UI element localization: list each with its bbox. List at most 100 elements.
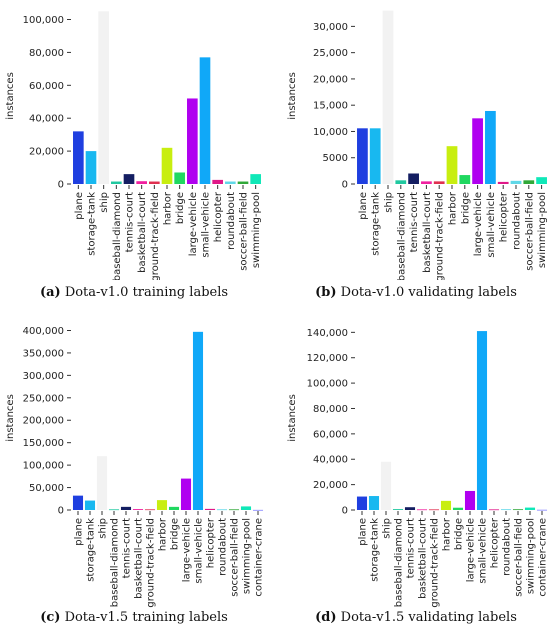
bar-bridge (452, 507, 464, 510)
bar-tennis-court (408, 173, 419, 184)
x-tick-label-basketball-court: basketball-court (137, 192, 148, 273)
y-tick-label: 40,000 (29, 114, 64, 125)
bar-basketball-court (132, 509, 144, 510)
x-tick-label-helicopter: helicopter (206, 517, 217, 568)
x-tick-label-roundabout: roundabout (512, 192, 523, 250)
x-tick-label-large-vehicle: large-vehicle (188, 192, 199, 256)
y-tick-label: 25,000 (313, 48, 348, 59)
bar-plane (357, 128, 368, 184)
x-tick-label-tennis-court: tennis-court (409, 192, 420, 252)
y-tick-label: 15,000 (313, 101, 348, 112)
bar-large-vehicle (464, 490, 476, 510)
bar-roundabout (500, 509, 512, 511)
x-tick-label-ground-track-field: ground-track-field (435, 192, 446, 280)
bar-ground-track-field (149, 181, 160, 184)
x-tick-label-plane: plane (74, 518, 85, 546)
bar-soccer-ball-field (512, 509, 524, 511)
bar-plane (356, 496, 368, 510)
bar-tennis-court (123, 174, 135, 184)
bar-ground-track-field (144, 509, 156, 511)
x-tick-label-bridge: bridge (460, 192, 471, 224)
y-tick-label: 60,000 (29, 81, 64, 92)
x-tick-label-harbor: harbor (158, 517, 169, 551)
bar-bridge (174, 172, 185, 184)
bar-basketball-court (136, 181, 147, 184)
caption-b-text: Dota-v1.0 validating labels (340, 285, 517, 300)
x-tick-label-ship: ship (382, 518, 393, 539)
x-tick-label-helicopter: helicopter (213, 191, 224, 242)
y-tick-label: 20,000 (313, 480, 348, 491)
caption-a-text: Dota-v1.0 training labels (64, 285, 229, 300)
caption-c-letter: (c) (40, 610, 61, 625)
chart-a: instances 0 20,000 40,000 60,000 80,000 100,00… (5, 11, 262, 282)
bar-large-vehicle (472, 118, 483, 184)
caption-d: (d) Dota-v1.5 validating labels (282, 610, 550, 625)
chart-c: instances 0 50,000 100,000 150,000 200,000 250… (5, 326, 265, 608)
x-tick-label-baseball-diamond: baseball-diamond (396, 192, 407, 280)
x-tick-label-small-vehicle: small-vehicle (194, 518, 205, 584)
y-tick-label: 5000 (323, 153, 348, 164)
x-tick-label-storage-tank: storage-tank (371, 192, 382, 256)
y-tick-label: 350,000 (23, 348, 64, 359)
x-tick-label-roundabout: roundabout (502, 518, 513, 576)
x-tick-label-large-vehicle: large-vehicle (466, 518, 477, 582)
bar-ship (382, 10, 394, 185)
y-axis-label: instances (5, 394, 16, 442)
y-tick-label: 0 (58, 506, 64, 517)
bar-bridge (168, 506, 180, 510)
y-tick-label: 0 (58, 180, 64, 191)
x-tick-label-roundabout: roundabout (218, 518, 229, 576)
x-tick-label-storage-tank: storage-tank (370, 518, 381, 582)
y-axis-label: instances (287, 72, 298, 120)
bar-helicopter (488, 509, 500, 511)
x-tick-label-plane: plane (74, 192, 85, 220)
x-tick-label-large-vehicle: large-vehicle (473, 192, 484, 256)
caption-a: (a) Dota-v1.0 training labels (0, 285, 268, 300)
x-tick-label-tennis-court: tennis-court (406, 518, 417, 578)
panel-d: instances 0 20,000 40,000 60,000 80,000 100,00… (282, 318, 550, 612)
y-tick-label: 20,000 (313, 74, 348, 85)
x-tick-label-soccer-ball-field: soccer-ball-field (230, 518, 241, 597)
x-tick-label-plane: plane (358, 192, 369, 220)
caption-b: (b) Dota-v1.0 validating labels (282, 285, 550, 300)
bar-container-crane (252, 509, 264, 511)
x-tick-label-container-crane: container-crane (254, 518, 265, 597)
bar-swimming-pool (524, 507, 536, 510)
caption-d-text: Dota-v1.5 validating labels (340, 610, 517, 625)
bar-harbor (156, 500, 168, 510)
chart-b: instances 0 5000 10,000 15,000 20,000 25,000 30… (287, 10, 548, 282)
bar-plane (73, 131, 84, 184)
x-tick-label-ship: ship (384, 192, 395, 213)
y-tick-label: 40,000 (313, 455, 348, 466)
y-tick-label: 0 (342, 180, 348, 191)
caption-c: (c) Dota-v1.5 training labels (0, 610, 268, 625)
bar-plane (72, 495, 84, 510)
y-tick-label: 0 (342, 506, 348, 517)
bar-small-vehicle (192, 331, 204, 510)
bar-helicopter (204, 508, 216, 510)
bar-baseball-diamond (108, 509, 120, 511)
x-tick-label-swimming-pool: swimming-pool (242, 518, 253, 594)
x-tick-label-soccer-ball-field: soccer-ball-field (514, 518, 525, 597)
y-tick-label: 30,000 (313, 22, 348, 33)
bar-soccer-ball-field (237, 181, 249, 184)
bar-storage-tank (368, 496, 380, 510)
x-tick-label-storage-tank: storage-tank (87, 192, 98, 256)
chart-d: instances 0 20,000 40,000 60,000 80,000 100,00… (287, 328, 549, 608)
x-tick-label-swimming-pool: swimming-pool (251, 192, 262, 268)
x-tick-label-tennis-court: tennis-court (125, 192, 136, 252)
bar-small-vehicle (485, 110, 496, 184)
bar-ground-track-field (433, 181, 445, 184)
y-tick-label: 100,000 (307, 379, 348, 390)
x-tick-label-ground-track-field: ground-track-field (146, 518, 157, 608)
x-tick-label-large-vehicle: large-vehicle (182, 518, 193, 582)
bar-swimming-pool (240, 506, 252, 510)
x-tick-label-bridge: bridge (170, 518, 181, 550)
bar-tennis-court (404, 507, 416, 510)
bar-baseball-diamond (395, 180, 407, 184)
x-tick-label-ship: ship (99, 192, 110, 213)
bar-large-vehicle (187, 98, 198, 184)
y-axis-label: instances (5, 72, 16, 120)
x-tick-label-helicopter: helicopter (490, 517, 501, 568)
x-tick-label-helicopter: helicopter (499, 191, 510, 242)
